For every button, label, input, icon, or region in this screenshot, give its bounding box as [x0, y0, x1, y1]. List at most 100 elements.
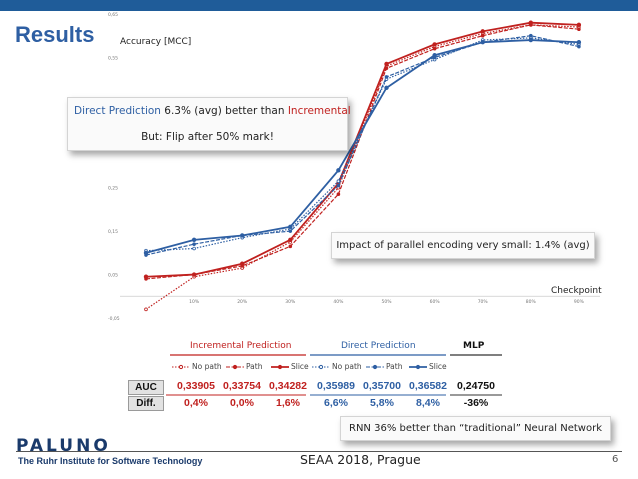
- data-point-incremental: [288, 237, 293, 243]
- data-point-incremental: [480, 29, 485, 34]
- legend-marker: [318, 364, 324, 370]
- callout-flip-text: But: Flip after 50% mark!: [141, 131, 274, 143]
- y-tick-label: 0,15: [108, 229, 118, 235]
- diff-row-label: Diff.: [128, 396, 164, 411]
- data-point-incremental: [239, 261, 245, 266]
- legend-inc-nopath: No path: [192, 362, 222, 371]
- diff-dir-nopath: 6,6%: [324, 397, 348, 409]
- paluno-logo: PALUNO: [16, 436, 111, 454]
- footer-venue: SEAA 2018, Prague: [300, 452, 421, 467]
- auc-inc-slice: 0,34282: [269, 380, 307, 392]
- logo-wordmark: PALUNO: [16, 436, 111, 454]
- data-point-incremental: [576, 22, 582, 28]
- series-line-direct-path: [145, 35, 580, 256]
- data-point-direct: [384, 75, 389, 79]
- legend-dir-path: Path: [386, 362, 403, 371]
- legend-inc-slice: Slice: [291, 362, 309, 371]
- data-point-direct: [336, 168, 341, 173]
- data-point-direct: [528, 33, 533, 38]
- x-tick-label: 80%: [526, 299, 537, 305]
- y-tick-label: 0,05: [108, 273, 118, 279]
- data-point-incremental: [577, 27, 581, 32]
- callout-incremental-label: Incremental: [287, 105, 351, 117]
- legend-dir-slice: Slice: [429, 362, 447, 371]
- diff-inc-slice: 1,6%: [276, 397, 300, 409]
- auc-inc-path: 0,33754: [223, 380, 261, 392]
- auc-dir-path: 0,35700: [363, 380, 401, 392]
- data-point-direct: [239, 233, 245, 238]
- data-point-direct: [432, 53, 437, 58]
- data-point-incremental: [384, 61, 389, 67]
- data-point-direct: [192, 242, 196, 246]
- diff-dir-slice: 8,4%: [416, 397, 440, 409]
- x-tick-label: 40%: [333, 299, 344, 305]
- logo-tagline: The Ruhr Institute for Software Technolo…: [18, 456, 203, 466]
- data-point-incremental: [288, 244, 293, 249]
- parallel-encoding-callout: Impact of parallel encoding very small: …: [331, 232, 595, 259]
- auc-inc-nopath: 0,33905: [177, 380, 215, 392]
- data-point-direct: [143, 250, 149, 256]
- x-tick-label: 90%: [574, 299, 585, 305]
- data-point-direct: [384, 85, 389, 91]
- diff-dir-path: 5,8%: [370, 397, 394, 409]
- data-point-incremental: [336, 192, 341, 197]
- callout-direct-label: Direct Prediction: [74, 105, 161, 117]
- x-tick-label: 30%: [285, 299, 296, 305]
- data-point-incremental: [143, 274, 149, 279]
- data-point-direct: [288, 224, 293, 229]
- series-line-incremental-slice: [145, 21, 579, 278]
- x-tick-label: 70%: [478, 299, 489, 305]
- data-point-incremental: [432, 46, 437, 51]
- auc-dir-slice: 0,36582: [409, 380, 447, 392]
- y-tick-label: 0,65: [108, 12, 118, 18]
- y-tick-label: 0,25: [108, 186, 118, 192]
- y-tick-label: 0,55: [108, 55, 118, 61]
- top-bar: [0, 0, 638, 11]
- page-number: 6: [612, 454, 619, 465]
- series-line-direct-slice: [145, 39, 579, 254]
- legend-marker: [178, 364, 184, 370]
- callout-better-text: 6.3% (avg) better than: [160, 105, 288, 117]
- x-axis-label: Checkpoint: [551, 286, 602, 296]
- slide-title: Results: [15, 22, 95, 47]
- data-point-incremental: [432, 42, 437, 47]
- diff-mlp: -36%: [463, 397, 489, 409]
- legend-marker: [232, 364, 238, 370]
- legend-inc-path: Path: [246, 362, 263, 371]
- legend-marker: [415, 364, 421, 370]
- data-point-direct: [576, 40, 582, 45]
- diff-inc-nopath: 0,4%: [184, 397, 208, 409]
- diff-inc-path: 0,0%: [230, 397, 254, 409]
- mlp-header: MLP: [463, 341, 485, 351]
- data-point-direct: [528, 37, 533, 43]
- data-point-incremental: [191, 272, 197, 277]
- data-point-direct: [192, 246, 196, 251]
- direct-vs-incremental-callout: Direct Prediction 6.3% (avg) better than…: [67, 97, 351, 151]
- direct-header: Direct Prediction: [341, 341, 416, 351]
- y-tick-label: -0,05: [108, 316, 120, 322]
- y-axis-label: Accuracy [MCC]: [120, 37, 191, 47]
- footer-divider: [16, 451, 622, 452]
- data-point-incremental: [480, 33, 485, 38]
- data-point-direct: [191, 237, 197, 243]
- data-point-incremental: [144, 307, 148, 312]
- x-tick-label: 60%: [430, 299, 441, 305]
- data-point-incremental: [528, 20, 533, 25]
- data-point-direct: [336, 183, 341, 188]
- auc-mlp: 0,24750: [457, 380, 495, 392]
- legend-dir-nopath: No path: [332, 362, 362, 371]
- x-tick-label: 50%: [382, 299, 393, 305]
- rnn-callout: RNN 36% better than “traditional” Neural…: [340, 416, 611, 441]
- legend-marker: [372, 364, 378, 370]
- x-tick-label: 10%: [189, 299, 200, 305]
- data-point-direct: [480, 40, 485, 45]
- x-tick-label: 20%: [237, 299, 248, 305]
- auc-dir-nopath: 0,35989: [317, 380, 355, 392]
- incremental-header: Incremental Prediction: [190, 341, 292, 351]
- data-point-direct: [288, 229, 293, 233]
- data-point-direct: [577, 44, 581, 49]
- legend-marker: [277, 364, 283, 370]
- auc-row-label: AUC: [128, 380, 164, 395]
